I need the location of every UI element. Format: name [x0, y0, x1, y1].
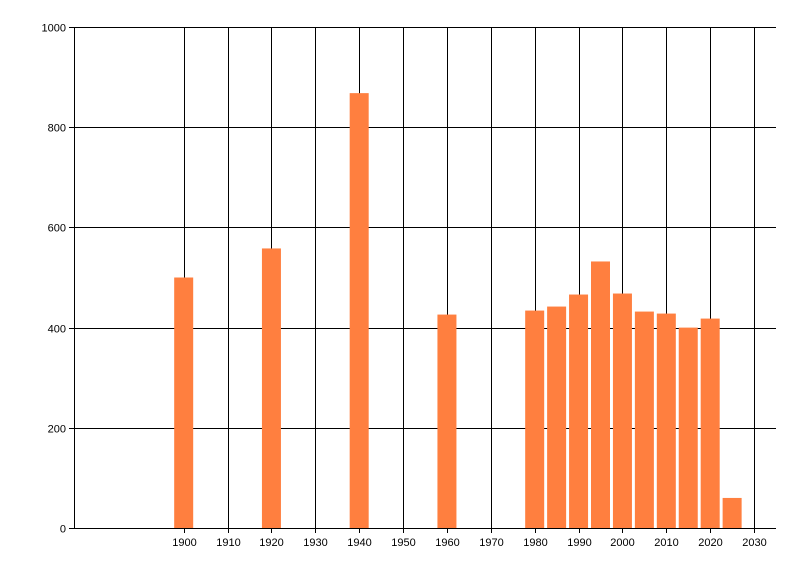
x-tick-labels: 1900 1910 1920 1930 1940 1950 1960 1970 1980 1990…: [172, 537, 766, 549]
bar-1990: [569, 294, 589, 528]
bar-1960: [437, 314, 457, 528]
x-tick-label: 1980: [523, 537, 547, 549]
y-tick-label: 0: [60, 524, 66, 536]
x-tick-label: 1990: [567, 537, 591, 549]
bar-2010: [656, 313, 676, 528]
bars: [174, 93, 742, 528]
axes: [69, 27, 776, 533]
bar-1940: [349, 93, 369, 528]
x-tick-label: 1940: [347, 537, 371, 549]
bar-1985: [547, 306, 567, 528]
x-tick-label: 1970: [479, 537, 503, 549]
bar-1900: [174, 277, 194, 528]
bar-2005: [634, 311, 654, 528]
x-tick-label: 1900: [172, 537, 196, 549]
x-tick-label: 1960: [435, 537, 459, 549]
y-tick-label: 800: [48, 123, 66, 135]
bar-1920: [261, 248, 281, 528]
bar-2015: [678, 327, 698, 528]
x-tick-label: 2010: [654, 537, 678, 549]
y-tick-label: 200: [48, 424, 66, 436]
y-tick-label: 1000: [42, 23, 66, 35]
bar-1980: [525, 310, 545, 528]
y-tick-label: 400: [48, 324, 66, 336]
x-tick-label: 1930: [303, 537, 327, 549]
bar-1995: [591, 261, 610, 528]
y-tick-labels: 0 200 400 600 800 1000: [42, 23, 66, 536]
bar-2020: [700, 318, 720, 528]
bar-2025: [722, 497, 742, 528]
x-tick-label: 2000: [610, 537, 634, 549]
bar-2000: [612, 293, 632, 528]
x-tick-label: 1910: [216, 537, 240, 549]
x-tick-label: 2020: [698, 537, 722, 549]
x-tick-label: 2030: [742, 537, 766, 549]
x-tick-label: 1920: [259, 537, 283, 549]
x-tick-label: 1950: [391, 537, 415, 549]
y-tick-label: 600: [48, 223, 66, 235]
